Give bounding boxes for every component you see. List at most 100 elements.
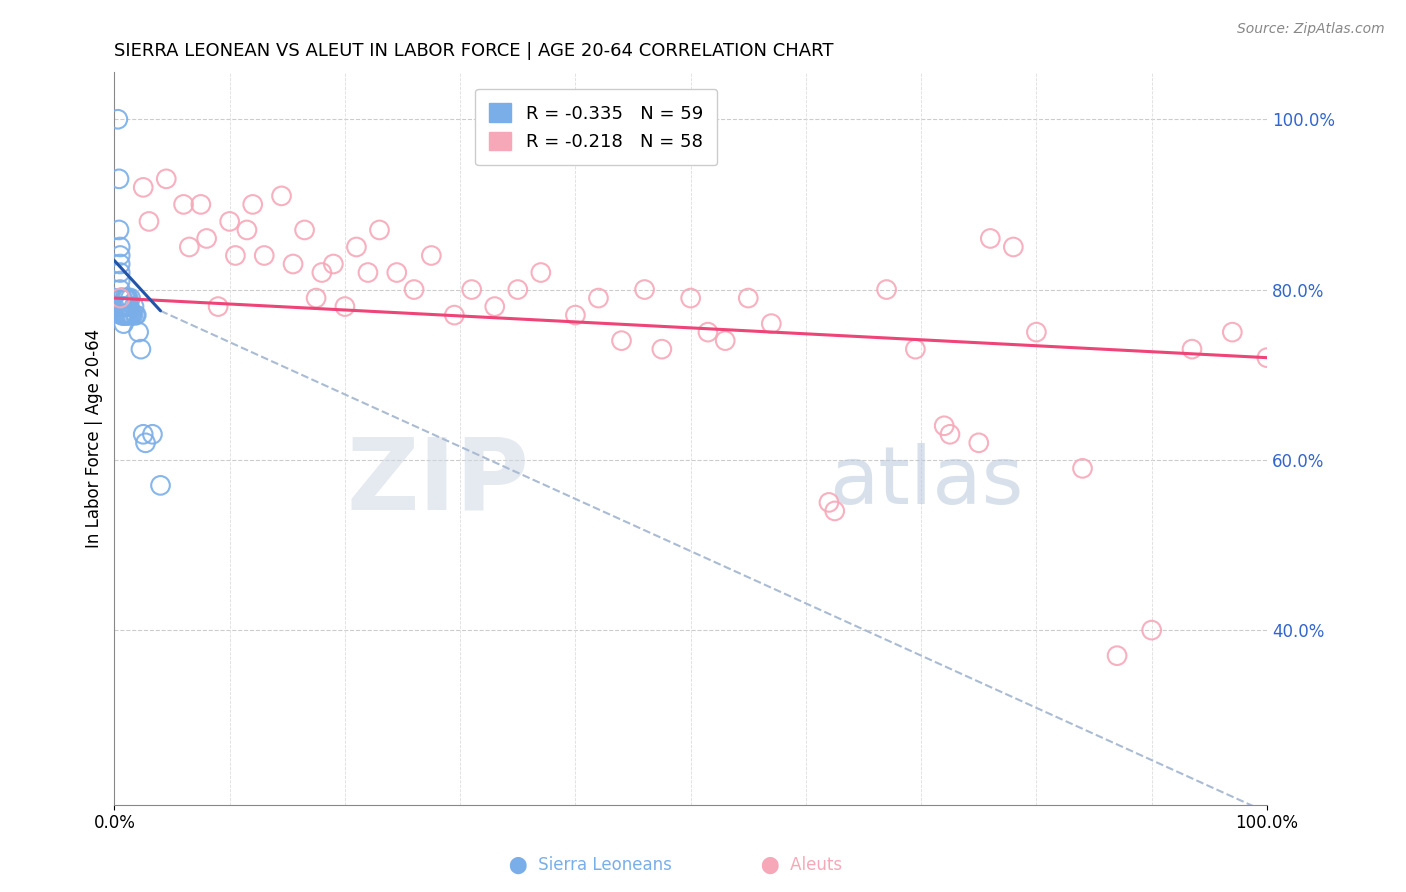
Point (876, 283, 898, 297)
Point (112, 300, 135, 314)
Point (108, 283, 131, 297)
Point (761, 317, 783, 331)
Point (1107, 648, 1129, 663)
Point (112, 308, 135, 322)
Point (824, 504, 846, 518)
Point (108, 274, 131, 288)
Point (1140, 623, 1163, 637)
Point (1181, 342, 1204, 356)
Point (460, 283, 482, 297)
Point (564, 308, 586, 322)
Point (108, 257, 131, 271)
Point (385, 266, 408, 280)
Text: ⬤  Aleuts: ⬤ Aleuts (761, 855, 842, 874)
Point (132, 427, 155, 442)
Point (1220, 325, 1243, 339)
Point (110, 300, 132, 314)
Point (111, 300, 134, 314)
Point (484, 300, 506, 314)
Point (108, 266, 131, 280)
Text: ⬤  Sierra Leoneans: ⬤ Sierra Leoneans (509, 855, 672, 874)
Point (179, 240, 201, 254)
Point (218, 214, 240, 228)
Point (633, 283, 655, 297)
Point (904, 342, 927, 356)
Point (114, 308, 136, 322)
Point (253, 248, 276, 262)
Point (110, 300, 132, 314)
Point (118, 308, 141, 322)
Text: Source: ZipAtlas.com: Source: ZipAtlas.com (1237, 22, 1385, 37)
Point (112, 317, 135, 331)
Point (333, 300, 356, 314)
Point (120, 291, 142, 305)
Text: SIERRA LEONEAN VS ALEUT IN LABOR FORCE | AGE 20-64 CORRELATION CHART: SIERRA LEONEAN VS ALEUT IN LABOR FORCE |… (114, 42, 834, 60)
Point (236, 223, 259, 237)
Point (939, 427, 962, 442)
Point (111, 291, 134, 305)
Point (110, 300, 132, 314)
Point (115, 291, 138, 305)
Point (120, 308, 142, 322)
Point (110, 300, 132, 314)
Point (346, 240, 368, 254)
Point (1025, 325, 1047, 339)
Point (1002, 240, 1025, 254)
Point (138, 214, 160, 228)
Point (149, 478, 172, 492)
Text: ZIP: ZIP (346, 434, 529, 531)
Point (305, 291, 328, 305)
Point (737, 291, 759, 305)
Point (111, 308, 134, 322)
Legend: R = -0.335   N = 59, R = -0.218   N = 58: R = -0.335 N = 59, R = -0.218 N = 58 (475, 89, 717, 165)
Point (679, 291, 702, 305)
Point (697, 325, 720, 339)
Point (108, 172, 131, 186)
Point (107, 112, 129, 127)
Point (195, 231, 218, 245)
Point (420, 248, 443, 262)
Point (242, 197, 264, 211)
Point (115, 291, 138, 305)
Point (118, 300, 141, 314)
Point (141, 427, 163, 442)
Point (112, 308, 135, 322)
Point (124, 308, 146, 322)
Point (506, 283, 529, 297)
Point (530, 266, 553, 280)
Point (1071, 461, 1094, 475)
Point (110, 291, 132, 305)
Point (110, 300, 132, 314)
Point (121, 308, 143, 322)
Point (128, 325, 150, 339)
Point (651, 342, 673, 356)
Point (967, 435, 990, 450)
Point (207, 300, 229, 314)
Point (115, 308, 138, 322)
Point (114, 300, 136, 314)
Point (934, 418, 956, 433)
Point (114, 291, 136, 305)
Y-axis label: In Labor Force | Age 20-64: In Labor Force | Age 20-64 (86, 329, 103, 548)
Point (818, 495, 841, 509)
Point (311, 266, 333, 280)
Point (402, 283, 425, 297)
Point (714, 334, 737, 348)
Point (115, 308, 138, 322)
Point (125, 308, 148, 322)
Text: atlas: atlas (830, 443, 1024, 522)
Point (114, 308, 136, 322)
Point (135, 435, 157, 450)
Point (111, 300, 134, 314)
Point (224, 248, 246, 262)
Point (108, 223, 131, 237)
Point (190, 197, 212, 211)
Point (121, 308, 143, 322)
Point (117, 291, 139, 305)
Point (112, 300, 135, 314)
Point (108, 240, 131, 254)
Point (610, 334, 633, 348)
Point (115, 300, 138, 314)
Point (117, 308, 139, 322)
Point (588, 291, 610, 305)
